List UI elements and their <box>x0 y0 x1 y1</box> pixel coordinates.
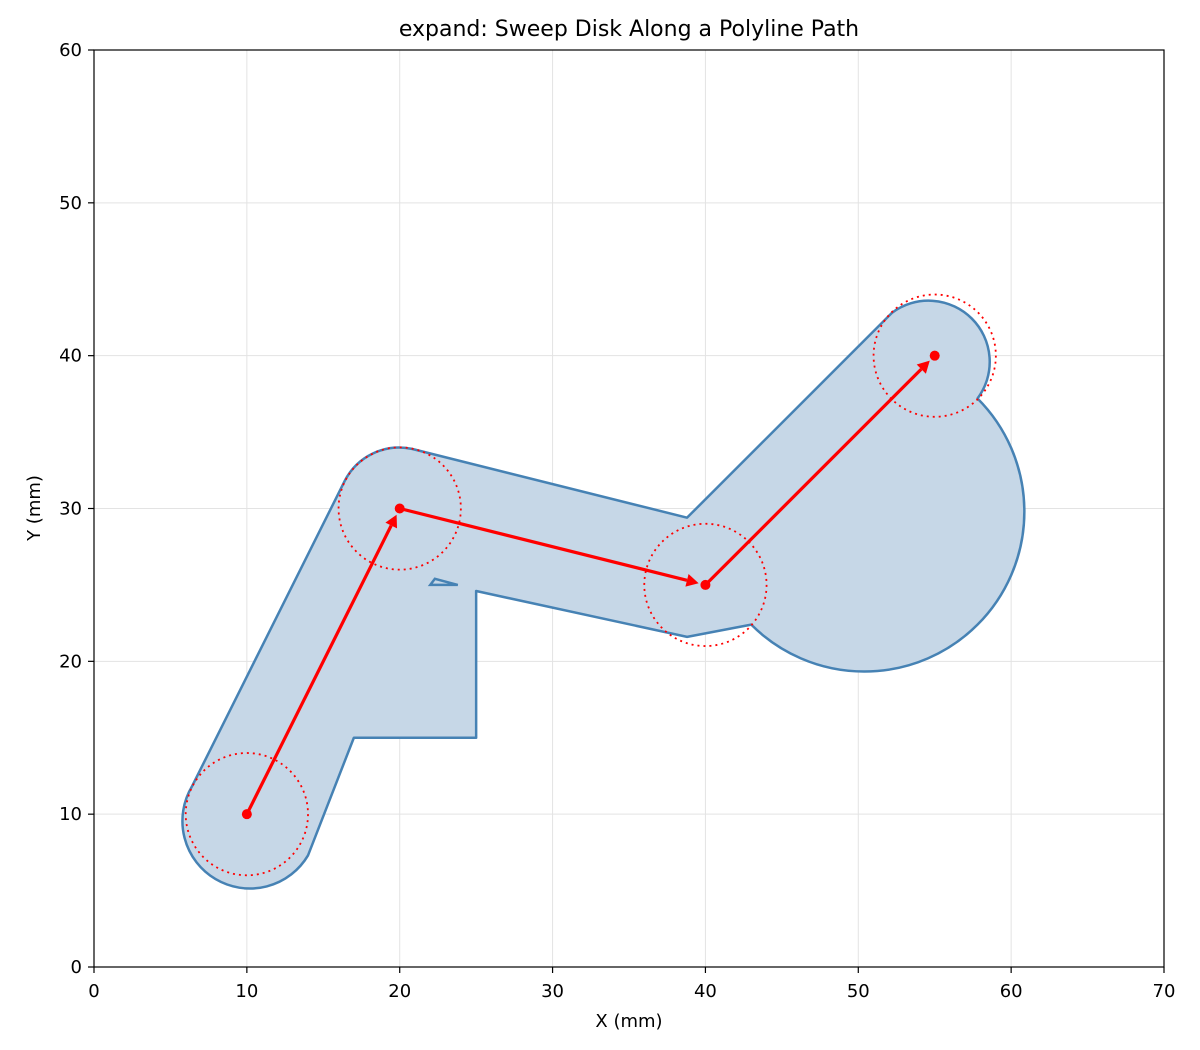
y-tick-label: 0 <box>71 957 82 978</box>
path-vertex <box>929 350 940 361</box>
disk-circle <box>337 446 462 571</box>
x-tick-label: 60 <box>1000 981 1023 1002</box>
y-axis-label: Y (mm) <box>24 475 45 542</box>
y-tick-label: 10 <box>59 804 82 825</box>
path-segment <box>399 506 688 582</box>
path-arrowhead <box>385 514 398 529</box>
disk-circle <box>643 522 768 647</box>
x-tick-label: 40 <box>694 981 717 1002</box>
path-vertex <box>394 503 405 514</box>
y-tick-label: 30 <box>59 499 82 520</box>
path-segment <box>245 524 393 815</box>
y-tick-label: 20 <box>59 651 82 672</box>
x-tick-label: 0 <box>88 981 99 1002</box>
swept-disk-region <box>181 299 1026 890</box>
chart-title: expand: Sweep Disk Along a Polyline Path <box>399 17 859 42</box>
y-tick-label: 40 <box>59 346 82 367</box>
disk-circle <box>184 752 309 877</box>
x-tick-label: 70 <box>1153 981 1176 1002</box>
x-tick-label: 50 <box>847 981 870 1002</box>
x-axis-ticks: 0 10 20 30 40 50 60 70 <box>88 967 1175 1002</box>
y-tick-label: 50 <box>59 193 82 214</box>
x-axis-label: X (mm) <box>595 1011 662 1032</box>
x-tick-label: 30 <box>541 981 564 1002</box>
path-arrowhead <box>916 360 930 374</box>
disk-circle <box>872 293 997 418</box>
inner-notch-artifact <box>427 577 459 587</box>
path-vertex <box>241 809 252 820</box>
path-arrowhead <box>685 574 699 587</box>
path-segment <box>704 367 923 587</box>
x-tick-label: 20 <box>388 981 411 1002</box>
y-axis-ticks: 0 10 20 30 40 50 60 <box>59 40 94 978</box>
path-vertex <box>700 579 711 590</box>
path-layer <box>241 350 940 820</box>
x-tick-label: 10 <box>235 981 258 1002</box>
y-tick-label: 60 <box>59 40 82 61</box>
swept-shape-layer <box>181 299 1026 890</box>
disk-layer <box>184 293 997 877</box>
